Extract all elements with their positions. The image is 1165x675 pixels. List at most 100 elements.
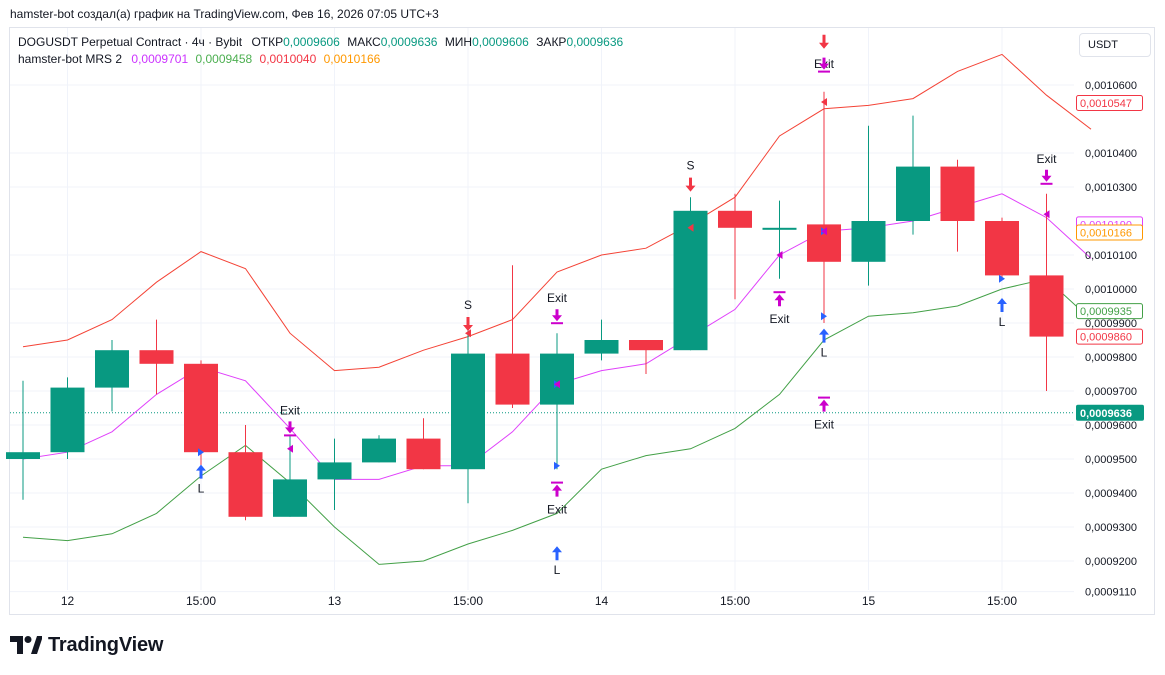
chart-caption: hamster-bot создал(а) график на TradingV… <box>10 7 439 21</box>
signal-label: S <box>464 298 472 312</box>
indicator-value-lower: 0,0009458 <box>195 52 253 66</box>
price-label-4: 0,0009860 <box>1080 332 1132 344</box>
exit-arrow-down-icon <box>552 309 562 322</box>
exit-arrow-down-icon <box>819 57 829 70</box>
indicator-row: hamster-bot MRS 2 0,0009701 0,0009458 0,… <box>18 51 623 68</box>
exit-bar-icon <box>773 291 786 294</box>
long-arrow-icon <box>196 464 206 479</box>
y-tick-label-11: 0,0009300 <box>1085 522 1137 534</box>
close-label: ЗАКР <box>536 35 567 49</box>
candle-body-10 <box>451 353 485 470</box>
candle-body-1 <box>50 387 85 453</box>
y-tick-label-6: 0,0009800 <box>1085 352 1137 364</box>
y-tick-label-5: 0,0009900 <box>1085 318 1137 330</box>
symbol-row: DOGUSDT Perpetual Contract · 4ч · Bybit … <box>18 34 623 51</box>
brand-name: TradingView <box>48 633 164 656</box>
signal-label: Exit <box>547 503 568 517</box>
price-label-box-2 <box>1076 224 1143 241</box>
marker-left-2 <box>465 329 471 338</box>
x-tick-label-1: 15:00 <box>186 594 216 608</box>
candle-body-2 <box>95 350 129 388</box>
band-upper <box>22 53 1092 372</box>
candle-body-22 <box>985 221 1019 276</box>
y-tick-label-3: 0,0010100 <box>1085 250 1137 262</box>
short-arrow-icon <box>819 34 829 49</box>
y-tick-label-2: 0,0010300 <box>1085 182 1137 194</box>
y-tick-label-0: 0,0010600 <box>1085 80 1137 92</box>
candle-body-9 <box>406 438 441 470</box>
currency-button[interactable]: USDT <box>1079 33 1151 57</box>
exit-bar-icon <box>818 396 830 399</box>
price-label-3: 0,0009935 <box>1080 306 1132 318</box>
candle-body-11 <box>495 353 530 405</box>
y-tick-label-4: 0,0010000 <box>1085 284 1137 296</box>
candle-body-0 <box>6 452 40 459</box>
candle-body-23 <box>1029 275 1064 337</box>
exit-bar-icon <box>551 481 563 484</box>
y-tick-label-12: 0,0009200 <box>1085 556 1137 568</box>
price-label-2: 0,0010166 <box>1080 228 1132 240</box>
tradingview-logo-icon <box>10 636 42 654</box>
chart-legend: DOGUSDT Perpetual Contract · 4ч · Bybit … <box>18 34 623 68</box>
signal-label: Exit <box>280 403 301 417</box>
marker-right-0 <box>198 448 204 457</box>
x-tick-label-4: 14 <box>595 594 609 608</box>
price-label-box-3 <box>1076 303 1143 320</box>
signal-exit_down-9 <box>818 57 830 73</box>
time-axis: 12 15:00 13 15:00 14 15:00 15 15:00 <box>61 594 1018 608</box>
y-tick-label-9: 0,0009500 <box>1085 454 1137 466</box>
exit-bar-icon <box>1040 182 1053 185</box>
signal-label: S <box>686 159 694 173</box>
signal-label: L <box>198 482 205 496</box>
y-tick-label-13: 0,0009110 <box>1085 587 1136 599</box>
signal-markers <box>198 98 1050 470</box>
candle-body-13 <box>584 340 619 354</box>
x-tick-label-3: 15:00 <box>453 594 483 608</box>
indicator-value-signal: 0,0010166 <box>323 52 381 66</box>
price-label-5: 0,0009636 <box>1080 408 1132 420</box>
symbol-name[interactable]: DOGUSDT Perpetual Contract · 4ч · Bybit <box>18 35 243 49</box>
y-tick-label-1: 0,0010400 <box>1085 148 1137 160</box>
high-value: 0,0009636 <box>380 35 438 49</box>
candle-body-6 <box>273 479 307 517</box>
signal-label: L <box>554 563 561 577</box>
brand-logo[interactable]: TradingView <box>10 634 163 656</box>
signal-label: Exit <box>814 418 835 432</box>
signal-short-2: S <box>463 298 473 331</box>
marker-right-12 <box>999 274 1005 283</box>
exit-arrow-down-icon <box>285 421 295 434</box>
price-labels: 0,00105470,00101900,00101660,00099350,00… <box>1076 95 1144 421</box>
long-arrow-icon <box>819 328 829 343</box>
candle-body-21 <box>940 166 975 221</box>
signal-long-10: L <box>819 328 829 360</box>
candle-body-5 <box>228 452 263 517</box>
candle-body-19 <box>851 221 886 262</box>
indicator-name[interactable]: hamster-bot MRS 2 <box>18 52 123 66</box>
exit-bar-icon <box>284 434 296 437</box>
marker-left-13 <box>1043 210 1050 219</box>
open-value: 0,0009606 <box>283 35 340 49</box>
exit-arrow-up-icon <box>774 294 785 307</box>
candles <box>6 91 1064 521</box>
y-tick-label-10: 0,0009400 <box>1085 488 1137 500</box>
signal-label: Exit <box>547 291 568 305</box>
price-axis: 0,0010600 0,0010400 0,0010300 0,0010100 0,00… <box>1085 80 1137 599</box>
marker-left-10 <box>821 227 827 236</box>
x-tick-label-6: 15 <box>862 594 876 608</box>
candle-body-15 <box>673 210 708 351</box>
candle-body-12 <box>540 353 574 405</box>
indicator-value-upper: 0,0010040 <box>259 52 317 66</box>
long-arrow-icon <box>552 546 562 561</box>
exit-arrow-up-icon <box>552 484 562 497</box>
marker-left-1 <box>287 444 293 453</box>
marker-left-8 <box>821 98 827 106</box>
chart-panel[interactable] <box>9 27 1155 615</box>
x-tick-label-5: 15:00 <box>720 594 750 608</box>
signal-exit_down-3: Exit <box>547 291 568 325</box>
candle-body-4 <box>184 363 218 453</box>
high-label: МАКС <box>347 35 381 49</box>
signal-label: Exit <box>1036 152 1057 166</box>
low-label: МИН <box>444 35 473 49</box>
marker-right-5 <box>554 461 560 470</box>
